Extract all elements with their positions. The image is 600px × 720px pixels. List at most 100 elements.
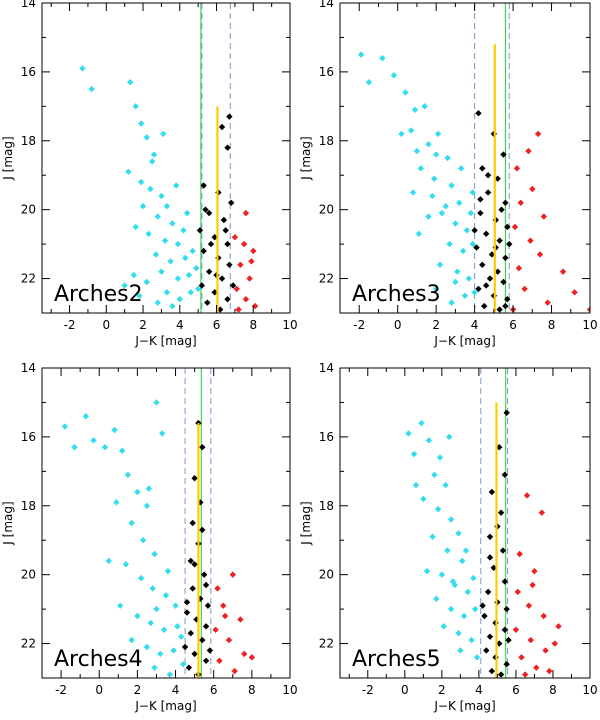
data-point [82,413,90,420]
data-point [446,433,453,441]
data-point [224,240,231,248]
data-point [172,602,179,609]
data-point [438,571,446,578]
data-point [160,130,167,138]
data-point [181,643,189,651]
data-point [484,588,492,596]
y-tick-label: 14 [21,361,36,375]
data-point [452,278,459,286]
data-point [425,213,432,220]
data-point [189,247,196,255]
data-point [169,220,176,227]
data-point [216,306,224,313]
data-point [497,671,505,678]
data-point [496,640,503,647]
x-tick-label: 6 [210,683,218,697]
x-tick-label: 10 [582,683,597,697]
data-point [456,199,463,206]
panel-arches2: -2 0 2 4 6 8 10 14 16 18 20 22 J−K [mag] J [mag] Arche… [1,0,298,348]
x-tick-label: -2 [353,318,365,332]
data-point [531,568,538,575]
data-point [454,268,461,275]
data-point [468,636,475,644]
data-point [418,419,425,427]
data-point [90,437,97,444]
y-tick-label: 18 [21,134,36,148]
x-axis-label: J−K [mag] [134,699,196,713]
y-tick-label: 14 [319,0,334,10]
data-point [231,234,239,241]
x-tick-label: 8 [248,683,256,697]
data-point [544,299,551,306]
data-point [139,537,147,544]
x-tick-label: 8 [249,318,257,332]
data-point [128,519,135,527]
plot-frame [339,2,591,314]
data-point [202,206,209,213]
data-point [158,192,165,200]
data-point [231,667,238,675]
data-point [436,454,444,461]
data-point [183,609,191,616]
data-point [444,154,451,162]
data-point [174,240,182,248]
data-point [211,234,218,241]
data-point [143,643,151,651]
data-point [124,471,132,478]
data-point [128,636,135,644]
data-point [504,296,511,303]
y-tick-label: 22 [21,637,36,651]
data-point [126,79,134,86]
data-point [431,175,438,182]
data-point [494,268,501,275]
x-axis-label: J−K [mag] [134,334,196,348]
data-point [237,616,244,623]
data-point [486,533,494,540]
data-point [220,602,227,609]
data-point [151,550,158,558]
data-point [586,306,590,313]
data-point [501,626,509,633]
data-point [473,654,481,661]
data-point [199,636,206,644]
y-tick-label: 16 [319,430,334,444]
data-point [417,165,424,172]
data-point [479,602,486,609]
data-point [240,240,248,248]
data-point [448,299,455,306]
data-point [183,209,191,217]
data-point [442,203,449,210]
x-tick-label: 0 [394,318,402,332]
data-point [185,664,193,671]
data-point [447,605,455,613]
data-point [542,647,549,654]
data-point [488,667,496,675]
panel-arches4: -2 0 2 4 6 8 10 14 16 18 20 22 J−K [mag] J [mag] Arche… [1,361,298,713]
data-point [471,289,478,296]
data-point [429,192,436,200]
data-point [206,647,214,654]
data-point [503,661,510,668]
data-point [163,203,171,210]
data-point [88,85,95,93]
data-point [527,237,534,244]
data-point [501,578,509,585]
data-point [527,636,534,644]
data-point [490,564,497,571]
plot-area [405,368,562,678]
data-point [220,216,228,224]
y-axis-label: J [mag] [1,501,15,545]
data-point [517,199,524,206]
x-tick-label: 0 [401,683,409,697]
data-point [198,282,206,289]
data-point [409,189,417,196]
data-point [200,571,208,578]
data-point [147,619,154,627]
data-point [533,664,540,671]
data-point [189,585,196,592]
data-point [170,647,177,654]
data-point [473,244,480,251]
data-point [457,165,465,172]
y-tick-label: 20 [319,568,334,582]
data-point [204,602,212,609]
